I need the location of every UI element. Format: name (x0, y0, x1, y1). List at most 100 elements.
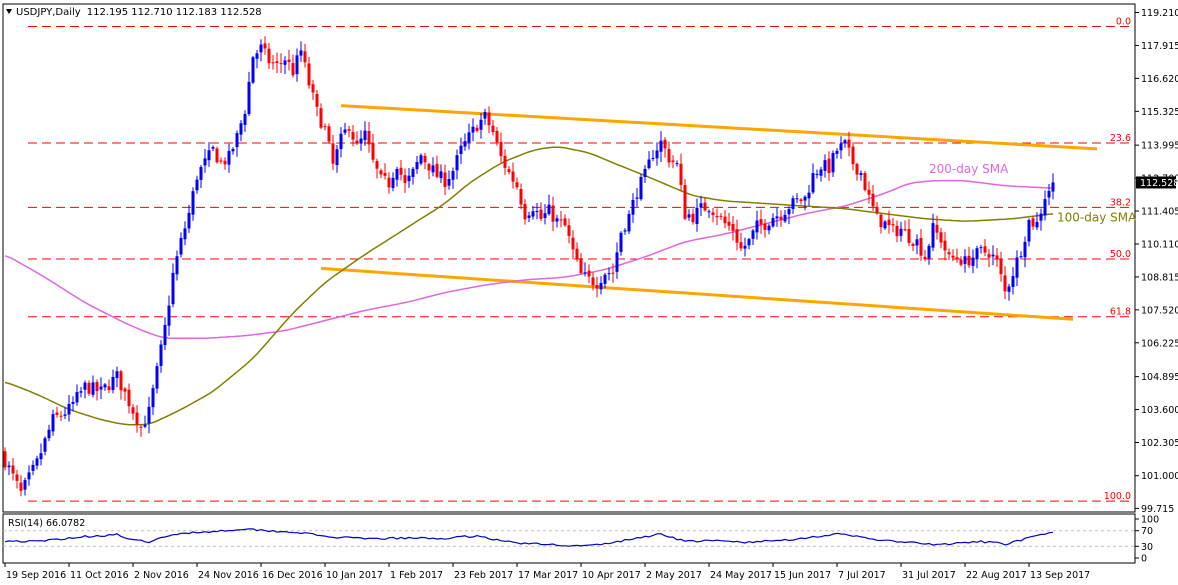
candle (759, 209, 763, 234)
candle (735, 219, 739, 251)
candle (971, 249, 975, 274)
candle (943, 232, 947, 261)
candle (179, 232, 183, 258)
candle (71, 396, 75, 412)
candle (1035, 212, 1039, 231)
candle (647, 151, 651, 170)
rsi-tick-label: 0 (1141, 554, 1147, 565)
candle (107, 379, 111, 394)
candle (55, 406, 59, 418)
last-price-box (1136, 176, 1176, 189)
candle (83, 380, 87, 399)
candle (75, 384, 79, 406)
candle (147, 396, 151, 434)
candle (27, 465, 31, 486)
candle (555, 214, 559, 228)
candle (407, 168, 411, 188)
candle (903, 220, 907, 232)
price-tick-label: 106.225 (1141, 338, 1178, 349)
candle (435, 155, 439, 179)
candle (811, 163, 815, 195)
candle (339, 127, 343, 158)
candle (843, 138, 847, 148)
candle (63, 407, 67, 420)
candle (935, 215, 939, 240)
candle (235, 130, 239, 157)
candle (327, 123, 331, 144)
candle (191, 187, 195, 221)
candle (1011, 267, 1015, 295)
sma200-line (4, 179, 1054, 340)
candle (443, 164, 447, 196)
candle (223, 157, 227, 170)
candle (635, 188, 639, 207)
candle (795, 193, 799, 204)
candle (139, 424, 143, 437)
candle (891, 217, 895, 233)
candle (255, 50, 259, 69)
fib-level-label: 61.8 (1110, 307, 1131, 318)
candle (351, 125, 355, 147)
candle (951, 249, 955, 262)
candle (215, 146, 219, 164)
candle (1023, 236, 1027, 268)
candle (779, 210, 783, 227)
candle (67, 395, 71, 422)
candle (1019, 251, 1023, 260)
candle (3, 447, 7, 471)
price-tick-label: 108.815 (1141, 272, 1178, 283)
candle (575, 242, 579, 262)
candle (219, 157, 223, 164)
candle (723, 210, 727, 229)
price-tick-label: 101.000 (1141, 471, 1178, 482)
candle (763, 219, 767, 238)
candle (99, 377, 103, 399)
candle (411, 166, 415, 185)
candle (347, 125, 351, 138)
date-tick-label: 2 Nov 2016 (134, 570, 189, 581)
candle (787, 206, 791, 225)
candle (251, 55, 255, 84)
candle (871, 185, 875, 212)
candle (7, 461, 11, 476)
candle (695, 198, 699, 232)
candle (955, 248, 959, 263)
candle (415, 155, 419, 174)
candle (1051, 173, 1055, 200)
candle (271, 55, 275, 70)
price-tick-label: 104.895 (1141, 372, 1178, 383)
rsi-tick-label: 70 (1141, 526, 1153, 537)
candle (283, 56, 287, 74)
candle (963, 249, 967, 273)
candle (683, 179, 687, 221)
date-tick-label: 11 Oct 2016 (70, 570, 129, 581)
candle (323, 123, 327, 131)
candle (559, 210, 563, 228)
candle (699, 195, 703, 216)
date-tick-label: 15 Jun 2017 (774, 570, 831, 581)
candle (887, 210, 891, 234)
candle (803, 195, 807, 211)
candle (31, 460, 35, 476)
candle (315, 89, 319, 117)
candle (775, 207, 779, 227)
last-price-label: 112.528 (1140, 178, 1178, 189)
candle (623, 228, 627, 235)
date-tick-label: 17 Mar 2017 (518, 570, 578, 581)
date-tick-label: 10 Apr 2017 (582, 570, 641, 581)
collapse-triangle-icon[interactable] (6, 9, 12, 14)
candle (619, 231, 623, 256)
candle (919, 228, 923, 261)
candle (939, 227, 943, 249)
ohlc-values: 112.195 112.710 112.183 112.528 (87, 7, 262, 18)
candle (727, 212, 731, 231)
candle (463, 133, 467, 151)
candle (659, 131, 663, 162)
fib-level-label: 38.2 (1110, 197, 1131, 208)
price-tick-label: 116.620 (1141, 74, 1178, 85)
candle (643, 165, 647, 183)
candle (467, 123, 471, 150)
candle (195, 175, 199, 194)
candle (371, 133, 375, 163)
candle (639, 174, 643, 201)
